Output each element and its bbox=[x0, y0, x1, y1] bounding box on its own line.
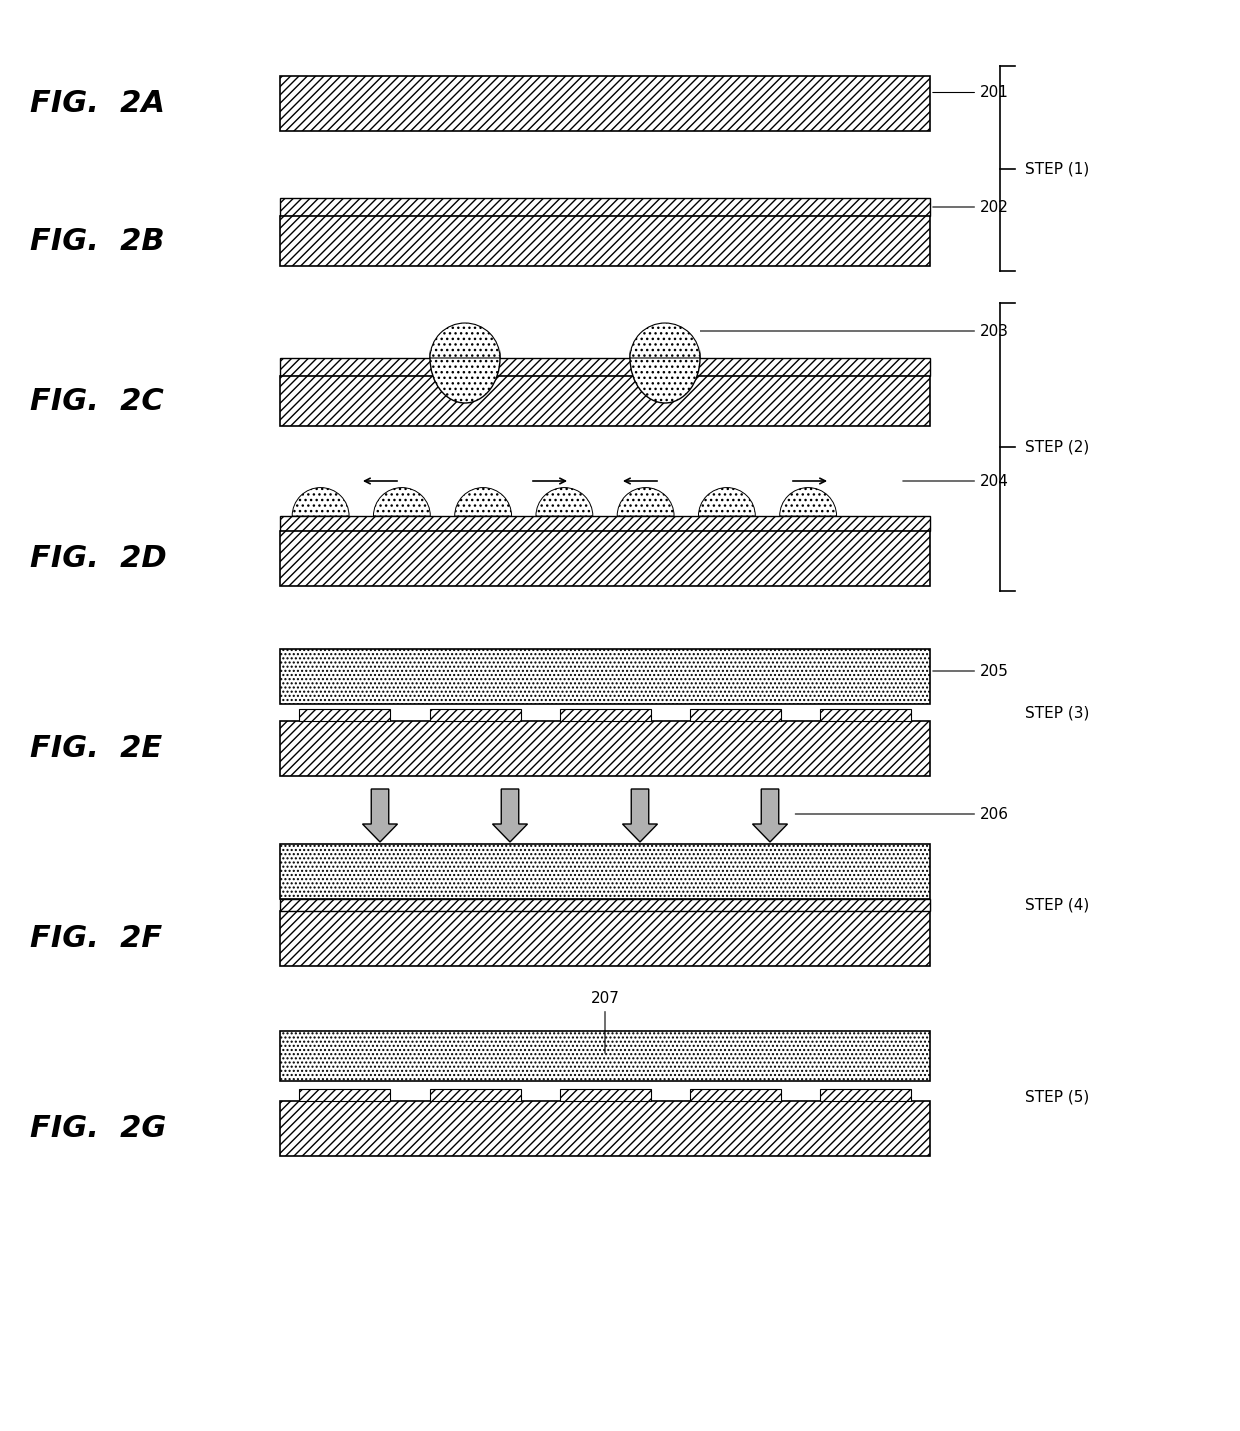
FancyBboxPatch shape bbox=[280, 358, 930, 376]
Text: 203: 203 bbox=[673, 323, 1009, 339]
FancyBboxPatch shape bbox=[280, 721, 930, 776]
FancyArrow shape bbox=[622, 788, 657, 841]
Wedge shape bbox=[618, 488, 675, 517]
FancyBboxPatch shape bbox=[280, 912, 930, 966]
FancyBboxPatch shape bbox=[280, 76, 930, 132]
FancyBboxPatch shape bbox=[280, 1030, 930, 1080]
FancyBboxPatch shape bbox=[820, 708, 910, 721]
Text: FIG.  2G: FIG. 2G bbox=[30, 1113, 166, 1143]
FancyBboxPatch shape bbox=[280, 197, 930, 216]
FancyArrow shape bbox=[362, 788, 398, 841]
Text: FIG.  2A: FIG. 2A bbox=[30, 89, 165, 117]
Text: FIG.  2D: FIG. 2D bbox=[30, 544, 166, 572]
FancyBboxPatch shape bbox=[280, 216, 930, 266]
Wedge shape bbox=[536, 488, 593, 517]
Bar bbox=[630, 268, 701, 358]
FancyBboxPatch shape bbox=[280, 899, 930, 912]
FancyBboxPatch shape bbox=[280, 517, 930, 531]
Ellipse shape bbox=[630, 313, 701, 404]
Wedge shape bbox=[455, 488, 512, 517]
Text: 205: 205 bbox=[932, 664, 1009, 678]
FancyBboxPatch shape bbox=[429, 1089, 521, 1100]
FancyArrow shape bbox=[492, 788, 527, 841]
FancyBboxPatch shape bbox=[820, 1089, 910, 1100]
FancyBboxPatch shape bbox=[689, 1089, 780, 1100]
Wedge shape bbox=[373, 488, 430, 517]
Text: 201: 201 bbox=[932, 84, 1009, 100]
FancyBboxPatch shape bbox=[429, 708, 521, 721]
FancyBboxPatch shape bbox=[280, 844, 930, 899]
Text: 206: 206 bbox=[795, 807, 1009, 821]
Bar bbox=[430, 268, 500, 358]
Text: FIG.  2E: FIG. 2E bbox=[30, 734, 162, 763]
FancyBboxPatch shape bbox=[559, 708, 651, 721]
FancyBboxPatch shape bbox=[280, 376, 930, 426]
Text: FIG.  2F: FIG. 2F bbox=[30, 924, 162, 953]
FancyBboxPatch shape bbox=[280, 1100, 930, 1156]
Text: 204: 204 bbox=[903, 474, 1009, 488]
Text: FIG.  2C: FIG. 2C bbox=[30, 386, 164, 415]
Text: STEP (5): STEP (5) bbox=[1025, 1090, 1089, 1105]
Wedge shape bbox=[698, 488, 755, 517]
Ellipse shape bbox=[430, 313, 500, 404]
Wedge shape bbox=[293, 488, 350, 517]
FancyBboxPatch shape bbox=[280, 531, 930, 587]
FancyBboxPatch shape bbox=[300, 708, 391, 721]
Text: FIG.  2B: FIG. 2B bbox=[30, 226, 165, 256]
Text: STEP (4): STEP (4) bbox=[1025, 897, 1089, 913]
FancyBboxPatch shape bbox=[559, 1089, 651, 1100]
Text: STEP (2): STEP (2) bbox=[1025, 439, 1089, 455]
Wedge shape bbox=[430, 323, 500, 358]
Text: STEP (1): STEP (1) bbox=[1025, 162, 1089, 176]
FancyArrow shape bbox=[753, 788, 787, 841]
Wedge shape bbox=[780, 488, 837, 517]
FancyBboxPatch shape bbox=[280, 650, 930, 704]
FancyBboxPatch shape bbox=[689, 708, 780, 721]
Text: 202: 202 bbox=[932, 199, 1009, 215]
FancyBboxPatch shape bbox=[300, 1089, 391, 1100]
Wedge shape bbox=[630, 323, 701, 358]
Text: STEP (3): STEP (3) bbox=[1025, 705, 1090, 720]
Text: 207: 207 bbox=[590, 992, 620, 1053]
